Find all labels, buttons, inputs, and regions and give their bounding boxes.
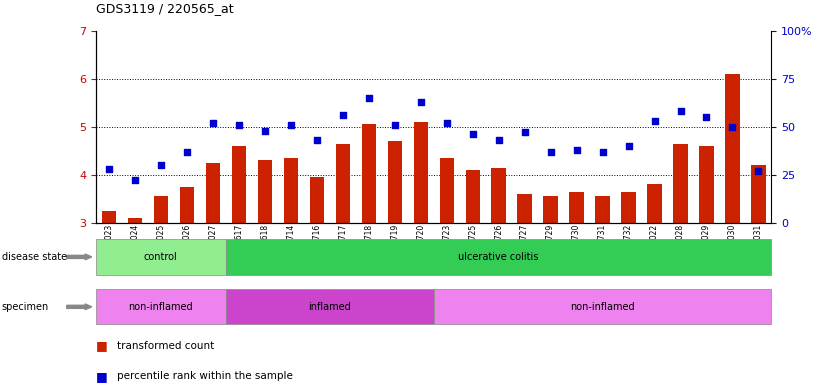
Bar [388, 141, 402, 223]
Bar [258, 161, 272, 223]
Bar [570, 192, 584, 223]
Bar [232, 146, 246, 223]
Bar [309, 177, 324, 223]
Text: transformed count: transformed count [117, 341, 214, 351]
Point [232, 122, 245, 128]
Text: ■: ■ [96, 370, 112, 383]
Point [518, 129, 531, 136]
Bar [226, 289, 434, 324]
Point [622, 143, 636, 149]
Bar [335, 144, 350, 223]
Text: disease state: disease state [2, 252, 67, 262]
Bar [491, 167, 505, 223]
Point [362, 95, 375, 101]
Point [648, 118, 661, 124]
Bar [647, 184, 661, 223]
Point [414, 99, 427, 105]
Point [128, 177, 142, 184]
Bar [96, 239, 226, 275]
Point [492, 137, 505, 143]
Point [726, 124, 739, 130]
Text: control: control [144, 252, 178, 262]
Bar [700, 146, 714, 223]
Bar [96, 289, 226, 324]
Point [336, 112, 349, 118]
Point [388, 122, 401, 128]
Point [674, 108, 687, 114]
Point [284, 122, 298, 128]
Bar [440, 158, 454, 223]
Text: non-inflamed: non-inflamed [570, 302, 635, 312]
Point [466, 131, 480, 137]
Bar [206, 163, 220, 223]
Bar [751, 165, 766, 223]
Text: inflamed: inflamed [309, 302, 351, 312]
Bar [362, 124, 376, 223]
Bar [414, 122, 428, 223]
Bar [726, 74, 740, 223]
Bar [284, 158, 298, 223]
Point [751, 168, 765, 174]
Text: non-inflamed: non-inflamed [128, 302, 193, 312]
Bar [595, 196, 610, 223]
Bar [434, 289, 771, 324]
Bar [226, 239, 771, 275]
Text: ulcerative colitis: ulcerative colitis [459, 252, 539, 262]
Bar [128, 218, 142, 223]
Bar [102, 211, 116, 223]
Point [259, 127, 272, 134]
Point [595, 149, 609, 155]
Point [440, 120, 454, 126]
Point [310, 137, 324, 143]
Bar [465, 170, 480, 223]
Text: percentile rank within the sample: percentile rank within the sample [117, 371, 293, 381]
Bar [517, 194, 532, 223]
Point [700, 114, 713, 120]
Bar [621, 192, 636, 223]
Bar [153, 196, 168, 223]
Text: GDS3119 / 220565_at: GDS3119 / 220565_at [96, 2, 234, 15]
Bar [544, 196, 558, 223]
Point [570, 147, 583, 153]
Point [103, 166, 116, 172]
Bar [673, 144, 688, 223]
Text: specimen: specimen [2, 302, 49, 312]
Point [206, 120, 219, 126]
Point [180, 149, 193, 155]
Point [154, 162, 168, 168]
Point [544, 149, 557, 155]
Bar [179, 187, 194, 223]
Text: ■: ■ [96, 339, 112, 352]
